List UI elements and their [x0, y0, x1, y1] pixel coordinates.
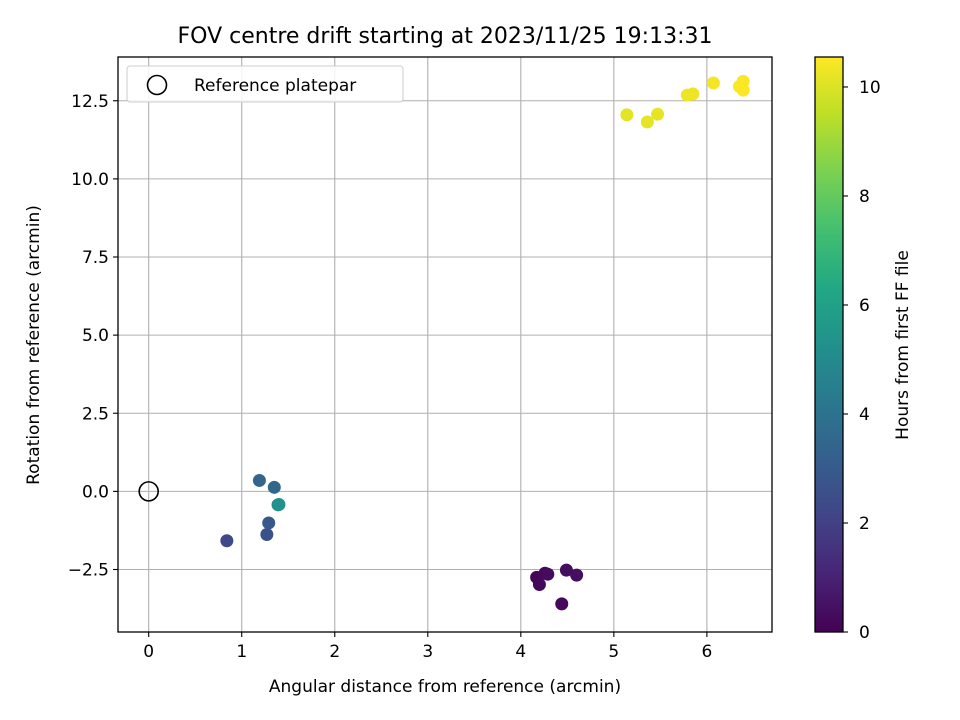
colorbar-tick-label: 0 — [859, 623, 870, 643]
chart-title: FOV centre drift starting at 2023/11/25 … — [178, 24, 713, 49]
scatter-point — [541, 567, 555, 581]
scatter-point — [651, 107, 665, 121]
data-points — [138, 74, 750, 611]
reference-point-marker — [138, 481, 159, 502]
x-tick-label: 5 — [608, 642, 619, 662]
scatter-point — [267, 480, 281, 494]
colorbar-tick-label: 6 — [859, 296, 870, 316]
scatter-point — [736, 83, 750, 97]
legend-box — [126, 65, 404, 103]
y-tick-label: −2.5 — [68, 561, 109, 581]
scatter-point — [252, 473, 266, 487]
y-axis-label: Rotation from reference (arcmin) — [24, 205, 44, 485]
scatter-point — [532, 578, 546, 591]
colorbar-ticks: 0 2 4 6 8 10 — [843, 78, 881, 643]
x-tick-label: 2 — [329, 642, 340, 662]
x-axis-ticks: 0 1 2 3 4 5 6 — [143, 632, 712, 662]
colorbar-tick-label: 4 — [859, 405, 870, 425]
x-tick-label: 4 — [515, 642, 526, 662]
scatter-point — [620, 108, 634, 122]
scatter-point — [220, 534, 234, 548]
legend: Reference platepar — [126, 65, 404, 103]
y-tick-label: 0.0 — [82, 482, 109, 502]
scatter-point — [686, 87, 700, 101]
y-tick-label: 12.5 — [71, 92, 109, 112]
scatter-point — [640, 115, 654, 129]
scatter-point — [570, 568, 584, 582]
plot-frame — [117, 56, 773, 633]
scatter-point — [706, 76, 720, 90]
y-tick-label: 7.5 — [82, 248, 109, 268]
colorbar-frame — [814, 56, 844, 633]
colorbar-label: Hours from first FF file — [893, 250, 913, 440]
colorbar: 0 2 4 6 8 10 Hours from first FF file — [814, 56, 913, 643]
y-tick-label: 2.5 — [82, 404, 109, 424]
x-tick-label: 6 — [701, 642, 712, 662]
x-axis-label: Angular distance from reference (arcmin) — [269, 677, 621, 697]
x-tick-label: 0 — [143, 642, 154, 662]
y-tick-label: 5.0 — [82, 326, 109, 346]
x-tick-label: 1 — [236, 642, 247, 662]
scatter-point — [260, 528, 274, 541]
scatter-point — [559, 563, 573, 577]
scatter-point — [262, 516, 276, 530]
y-tick-label: 10.0 — [71, 170, 109, 190]
legend-label: Reference platepar — [194, 76, 356, 96]
colorbar-tick-label: 8 — [859, 187, 870, 207]
scatter-point — [272, 498, 286, 511]
colorbar-tick-label: 2 — [859, 514, 870, 534]
scatter-point — [555, 597, 569, 611]
colorbar-gradient — [815, 57, 843, 632]
grid-lines — [118, 57, 772, 632]
x-tick-label: 3 — [422, 642, 433, 662]
colorbar-tick-label: 10 — [859, 78, 881, 98]
legend-marker — [146, 74, 168, 96]
y-axis-ticks: −2.5 0.0 2.5 5.0 7.5 10.0 12.5 — [68, 92, 118, 581]
